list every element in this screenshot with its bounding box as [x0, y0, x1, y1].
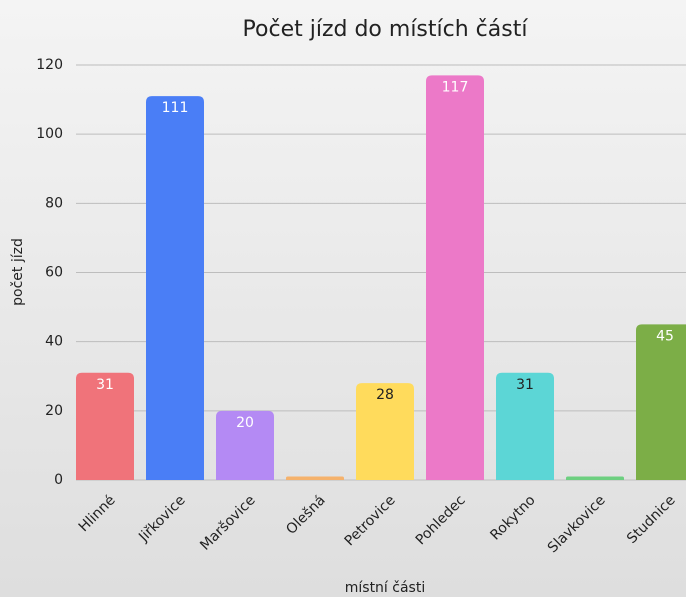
y-tick-label: 100 — [36, 126, 63, 142]
chart-title: Počet jízd do místích částí — [243, 17, 529, 42]
value-label: 28 — [376, 387, 394, 403]
y-tick-label: 20 — [45, 403, 63, 419]
bar — [76, 372, 134, 480]
bar — [496, 372, 554, 480]
y-tick-label: 40 — [45, 334, 63, 350]
y-tick-label: 80 — [45, 195, 63, 211]
value-label: 20 — [236, 415, 254, 431]
x-axis-label: místní části — [345, 580, 425, 596]
value-label: 45 — [656, 328, 674, 344]
bar — [356, 383, 414, 480]
bar — [566, 476, 624, 480]
bar — [286, 476, 344, 480]
value-label: 31 — [96, 377, 114, 393]
value-label: 31 — [516, 377, 534, 393]
y-tick-label: 0 — [54, 472, 63, 488]
y-axis-label: počet jízd — [10, 238, 26, 306]
value-label: 117 — [442, 79, 469, 95]
y-tick-label: 60 — [45, 265, 63, 281]
value-label: 111 — [162, 100, 189, 116]
bar — [216, 410, 274, 480]
bar — [146, 96, 204, 480]
bar — [426, 75, 484, 480]
y-tick-label: 120 — [36, 57, 63, 73]
bar — [636, 324, 686, 480]
